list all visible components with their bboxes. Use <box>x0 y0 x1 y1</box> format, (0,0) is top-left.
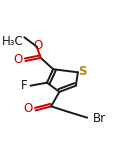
Text: O: O <box>33 39 42 52</box>
Text: S: S <box>78 65 86 78</box>
Text: H₃C: H₃C <box>1 35 23 48</box>
Text: O: O <box>13 53 23 66</box>
Text: F: F <box>21 79 28 92</box>
Text: O: O <box>23 102 32 115</box>
Text: Br: Br <box>92 112 105 125</box>
